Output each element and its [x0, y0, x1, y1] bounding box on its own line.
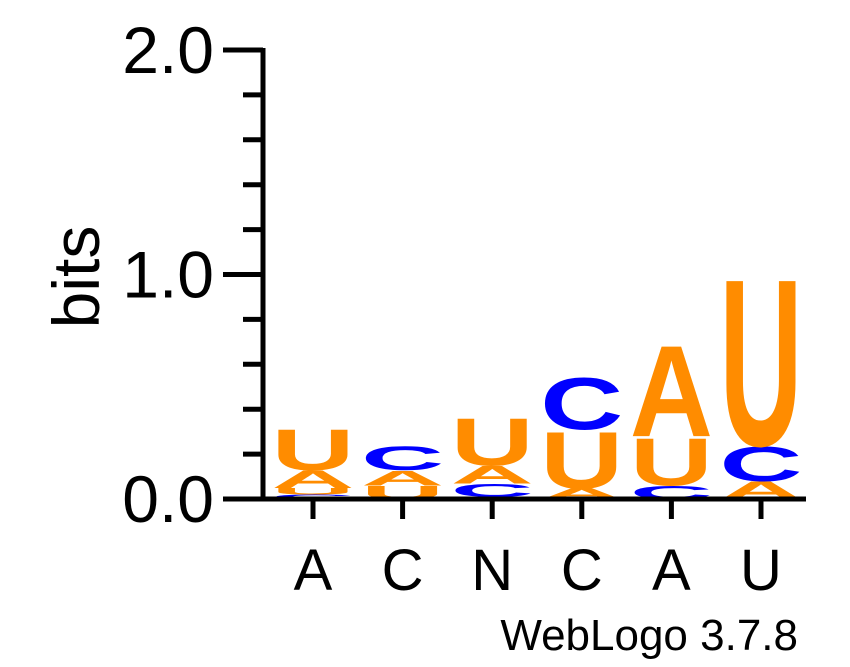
logo-letter-c: C: [540, 362, 623, 446]
y-axis-label: bits: [39, 226, 113, 329]
x-tick-label: C: [382, 538, 424, 603]
logo-letter-u: U: [272, 486, 355, 496]
x-tick-label: U: [740, 538, 782, 603]
logo-letter-a: A: [630, 320, 713, 465]
letter-stack: ACU: [719, 230, 802, 505]
logo-letter-c: C: [720, 436, 803, 491]
x-tick-label: A: [652, 538, 691, 603]
letter-stack: CUA: [630, 320, 713, 503]
weblogo-credit: WebLogo 3.7.8: [500, 611, 798, 660]
letter-stacks: CUAUUACUCAUAUCCUAACU: [271, 230, 802, 506]
letter-stack: CUAU: [271, 417, 354, 500]
x-tick-label: N: [471, 538, 513, 603]
logo-letter-u: U: [630, 424, 713, 500]
logo-letter-u: U: [540, 416, 623, 506]
axes: 0.01.02.0A C N C A U: [122, 13, 806, 603]
logo-letter-a: A: [361, 466, 444, 490]
logo-letter-u: U: [451, 404, 534, 480]
logo-letter-u: U: [272, 417, 355, 483]
logo-letter-a: A: [451, 461, 534, 489]
letter-stack: UAC: [361, 439, 444, 503]
y-tick-label: 0.0: [122, 462, 214, 536]
y-tick-label: 1.0: [122, 238, 214, 312]
x-tick-label: C: [561, 538, 603, 603]
logo-letter-c: C: [361, 439, 444, 477]
logo-letter-u: U: [719, 230, 802, 496]
logo-letter-a: A: [272, 465, 355, 493]
logo-letter-c: C: [451, 480, 534, 501]
x-tick-label: A: [294, 538, 333, 603]
letter-stack: UCAU: [451, 404, 534, 501]
y-tick-label: 2.0: [122, 13, 214, 87]
letter-stack: AUC: [540, 362, 623, 506]
